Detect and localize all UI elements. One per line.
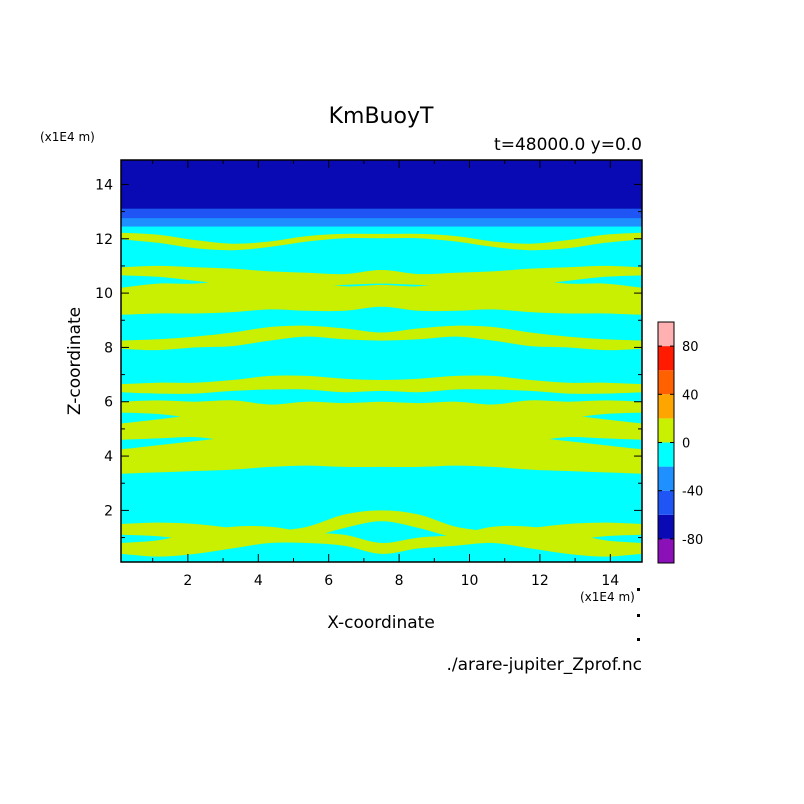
colorbar — [658, 322, 674, 563]
layer-band — [121, 208, 642, 219]
x-tick-label: 4 — [254, 573, 263, 589]
background-field — [121, 160, 642, 562]
colorbar-swatch — [658, 538, 674, 563]
layer-band — [121, 218, 642, 227]
layer-band — [121, 160, 642, 209]
chart-subtitle: t=48000.0 y=0.0 — [494, 135, 642, 155]
chart-title: KmBuoyT — [329, 104, 434, 129]
x-tick-label: 10 — [461, 573, 479, 589]
colorbar-swatch — [658, 322, 674, 347]
contour-band — [121, 265, 642, 288]
colorbar-swatch — [658, 370, 674, 395]
x-axis-ticks: 2 4 6 8 10 12 14 — [152, 160, 619, 589]
colorbar-swatch — [658, 394, 674, 419]
y-tick-label: 10 — [95, 286, 113, 302]
plot-area — [121, 160, 642, 562]
y-tick-label: 6 — [104, 395, 113, 411]
contour-band — [121, 375, 642, 394]
y-tick-label: 2 — [104, 503, 113, 519]
y-tick-label: 12 — [95, 232, 113, 248]
colorbar-swatch — [658, 442, 674, 467]
corner-markers — [637, 588, 640, 641]
y-tick-label: 14 — [95, 177, 113, 193]
y-tick-label: 8 — [104, 340, 113, 356]
x-tick-label: 8 — [395, 573, 404, 589]
corner-marker — [637, 588, 640, 591]
y-axis-ticks: 2 4 6 8 10 12 14 — [95, 177, 642, 539]
colorbar-swatch — [658, 346, 674, 371]
contour-band — [121, 400, 642, 424]
x-tick-label: 12 — [531, 573, 549, 589]
colorbar-label: -40 — [682, 485, 703, 500]
x-tick-label: 6 — [324, 573, 333, 589]
source-file-label: ./arare-jupiter_Zprof.nc — [446, 655, 642, 675]
contour-band — [121, 325, 642, 351]
colorbar-label: 0 — [682, 437, 690, 452]
x-tick-label: 14 — [601, 573, 619, 589]
corner-marker — [637, 638, 640, 641]
colorbar-label: -80 — [682, 533, 703, 548]
corner-marker — [637, 614, 640, 617]
contour-band — [121, 415, 642, 443]
x-axis-label: X-coordinate — [327, 613, 435, 633]
colorbar-label: 40 — [682, 388, 699, 403]
colorbar-swatch — [658, 418, 674, 443]
colorbar-labels: 80 40 0 -40 -80 — [658, 340, 703, 548]
contour-band — [121, 232, 642, 251]
colorbar-swatch — [658, 514, 674, 539]
top-layers — [121, 160, 642, 227]
colorbar-swatch — [658, 466, 674, 491]
contour-band — [121, 510, 642, 542]
x-tick-label: 2 — [183, 573, 192, 589]
y-axis-label: Z-coordinate — [65, 307, 85, 415]
y-tick-label: 4 — [104, 449, 113, 465]
y-unit-label: (x1E4 m) — [40, 130, 95, 144]
x-unit-label: (x1E4 m) — [580, 590, 635, 604]
contour-bands — [121, 232, 642, 557]
colorbar-label: 80 — [682, 340, 699, 355]
colorbar-swatch — [658, 490, 674, 515]
plot-frame — [120, 159, 643, 563]
